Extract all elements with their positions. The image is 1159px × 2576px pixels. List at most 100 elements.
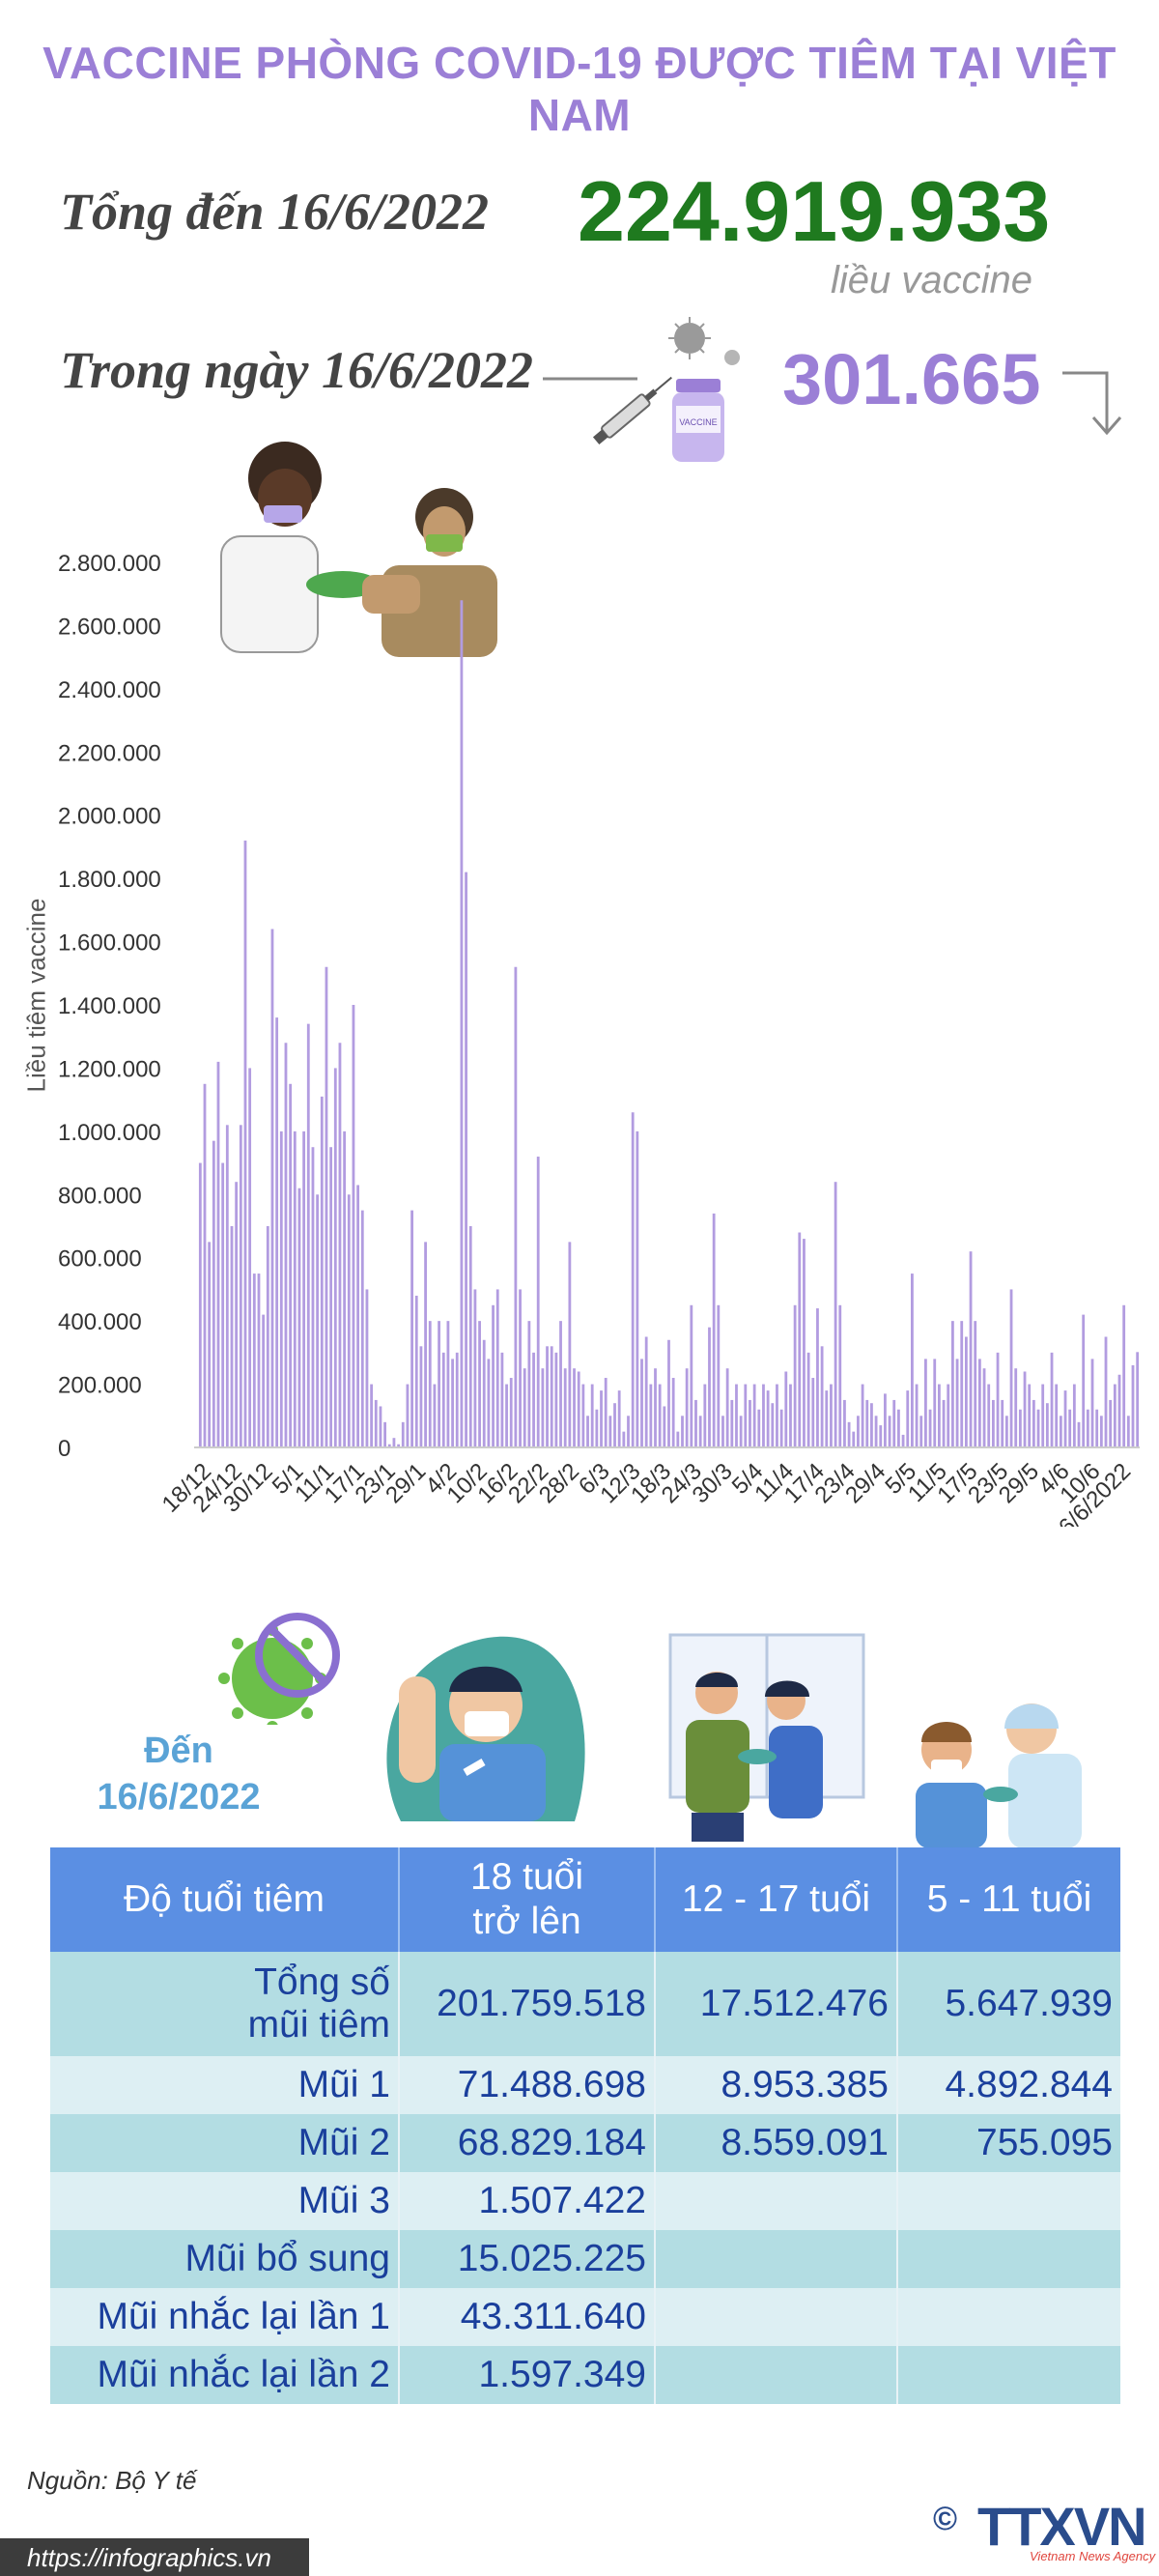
chart-bar	[888, 1416, 891, 1447]
row-label: Tổng số mũi tiêm	[50, 1952, 400, 2056]
row-value	[655, 2230, 898, 2288]
chart-bar	[590, 1384, 594, 1447]
y-tick-label: 200.000	[58, 1373, 142, 1399]
chart-bar	[690, 1304, 693, 1447]
chart-bar	[627, 1416, 630, 1447]
chart-bar	[803, 1239, 806, 1447]
chart-bar	[230, 1226, 234, 1447]
chart-bar	[834, 1182, 837, 1447]
chart-bar	[947, 1384, 950, 1447]
chart-bar	[712, 1213, 716, 1447]
chart-bar	[262, 1314, 266, 1447]
chart-bar	[663, 1406, 666, 1447]
adult-vaccinated-illustration	[386, 1636, 585, 1821]
chart-bar	[1068, 1409, 1072, 1447]
row-label: Mũi bổ sung	[50, 2230, 400, 2288]
table-row: Mũi 1 71.488.698 8.953.385 4.892.844	[50, 2056, 1120, 2114]
chart-bar	[465, 872, 467, 1447]
table-row: Tổng số mũi tiêm 201.759.518 17.512.476 …	[50, 1952, 1120, 2056]
chart-bar	[1122, 1304, 1126, 1447]
y-tick-label: 600.000	[58, 1246, 142, 1273]
chart-bar	[1126, 1416, 1130, 1447]
chart-bar	[779, 1409, 783, 1447]
chart-bar	[216, 1061, 220, 1447]
total-value: 224.919.933	[578, 163, 1051, 259]
age-dose-table: Độ tuổi tiêm 18 tuổi trở lên 12 - 17 tuổ…	[50, 1847, 1120, 2404]
table-row: Mũi 2 68.829.184 8.559.091 755.095	[50, 2114, 1120, 2172]
chart-bar	[784, 1371, 788, 1447]
col-header-age: Độ tuổi tiêm	[50, 1847, 400, 1952]
chart-bar	[901, 1434, 905, 1447]
chart-bar	[212, 1140, 215, 1447]
chart-bar	[816, 1308, 819, 1447]
row-value: 755.095	[897, 2114, 1120, 2172]
chart-bar	[297, 1188, 301, 1447]
chart-bar	[730, 1399, 734, 1447]
chart-bar	[1018, 1409, 1022, 1447]
chart-bar	[495, 1289, 499, 1447]
chart-bar	[482, 1339, 486, 1447]
chart-bar	[1099, 1416, 1103, 1447]
chart-bar	[771, 1403, 775, 1447]
chart-bar	[852, 1431, 856, 1447]
y-tick-label: 0	[58, 1436, 71, 1462]
chart-bar	[757, 1409, 761, 1447]
row-value: 1.507.422	[399, 2172, 656, 2230]
chart-bar	[428, 1321, 432, 1447]
chart-bar	[225, 1125, 229, 1447]
chart-bar	[1041, 1384, 1045, 1447]
row-label: Mũi nhắc lại lần 1	[50, 2288, 400, 2346]
chart-bar	[311, 1147, 315, 1447]
chart-bar	[519, 1289, 522, 1447]
chart-bar	[879, 1425, 883, 1447]
row-value: 201.759.518	[399, 1952, 656, 2056]
chart-bar	[789, 1384, 792, 1447]
chart-bar	[441, 1352, 445, 1447]
chart-bar	[1036, 1409, 1040, 1447]
logo-subtitle: Vietnam News Agency	[1030, 2549, 1156, 2563]
col-header-18plus: 18 tuổi trở lên	[399, 1847, 656, 1952]
chart-bar	[1001, 1399, 1004, 1447]
chart-bar	[1117, 1374, 1121, 1447]
chart-bar	[793, 1304, 797, 1447]
chart-bar	[527, 1321, 531, 1447]
chart-bar	[1055, 1384, 1059, 1447]
ttxvn-logo: TTXVN	[977, 2496, 1147, 2557]
daily-doses-chart: 0 200.000 400.000 600.000 800.000 1.000.000 1.…	[58, 551, 1140, 1527]
chart-bar	[1004, 1416, 1008, 1447]
y-tick-label: 2.200.000	[58, 740, 161, 766]
chart-bar	[509, 1378, 513, 1447]
chart-bar	[847, 1421, 851, 1447]
footer-url-link[interactable]: https://infographics.vn	[27, 2543, 271, 2572]
down-arrow-icon	[1062, 371, 1122, 436]
chart-bar	[550, 1346, 553, 1447]
row-value	[655, 2346, 898, 2404]
child-vaccination-illustration	[916, 1703, 1082, 1848]
chart-bar	[325, 966, 328, 1447]
chart-bar	[874, 1416, 878, 1447]
chart-bar	[500, 1352, 504, 1447]
chart-bar	[924, 1359, 927, 1447]
vial-label: VACCINE	[679, 417, 717, 427]
chart-bar	[649, 1384, 653, 1447]
chart-bar	[744, 1384, 748, 1447]
chart-bar	[1014, 1368, 1018, 1447]
chart-bar	[965, 1336, 968, 1447]
chart-bar	[928, 1409, 932, 1447]
chart-bar	[1063, 1390, 1067, 1447]
chart-bar	[644, 1336, 648, 1447]
chart-bar	[919, 1416, 923, 1447]
chart-bar	[798, 1232, 802, 1447]
chart-bar	[360, 1210, 364, 1447]
chart-bar	[654, 1368, 657, 1447]
chart-bar	[1059, 1416, 1062, 1447]
chart-bar	[284, 1043, 288, 1447]
chart-bar	[604, 1378, 608, 1447]
row-value	[897, 2288, 1120, 2346]
chart-bar	[897, 1409, 900, 1447]
source-note: Nguồn: Bộ Y tế	[27, 2466, 197, 2495]
table-header-row: Độ tuổi tiêm 18 tuổi trở lên 12 - 17 tuổ…	[50, 1847, 1120, 1952]
chart-bar	[1136, 1352, 1140, 1447]
chart-bar	[279, 1131, 283, 1447]
chart-bar	[208, 1242, 212, 1447]
